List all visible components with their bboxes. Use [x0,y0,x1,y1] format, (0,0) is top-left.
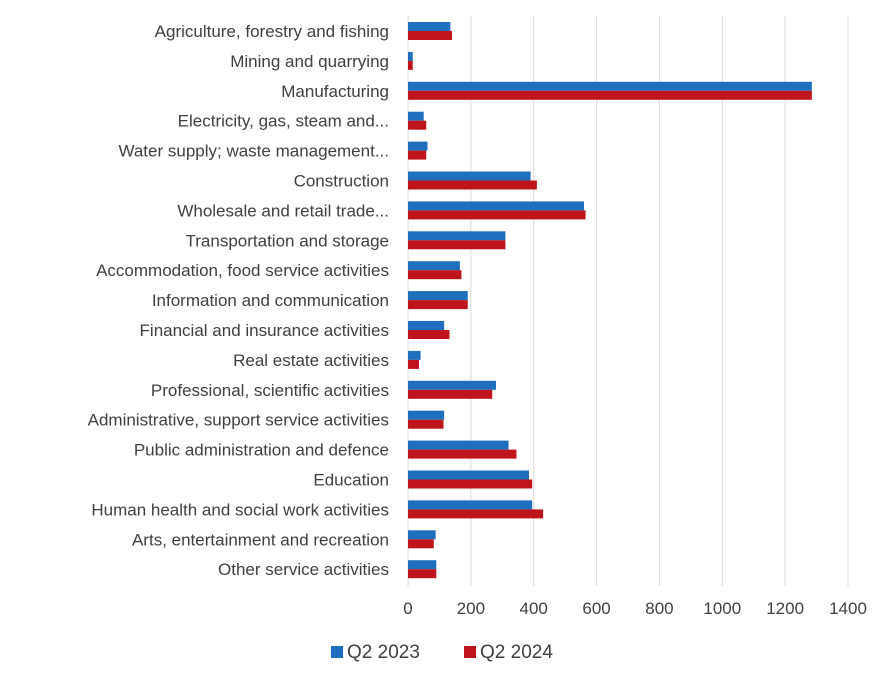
bar-q2-2024 [408,150,427,160]
bar-q2-2023 [408,470,529,480]
bar-q2-2024 [408,270,462,280]
x-axis-ticks: 0 200 400 600 800 1000 1200 1400 [403,599,867,618]
category-label: Administrative, support service activiti… [88,411,389,430]
x-tick-label: 600 [582,599,610,618]
bar-q2-2023 [408,111,424,121]
gridlines [407,16,849,586]
x-tick-label: 400 [520,599,548,618]
category-label: Information and communication [152,291,389,310]
bar-q2-2024 [408,539,434,549]
x-tick-label: 1200 [766,599,804,618]
bar-q2-2024 [408,180,537,190]
bar-q2-2023 [408,380,496,390]
bar-q2-2024 [408,120,427,130]
category-label: Wholesale and retail trade... [177,201,389,220]
legend-swatch [464,646,476,658]
legend: Q2 2023 Q2 2024 [331,642,553,663]
x-tick-label: 200 [457,599,485,618]
x-tick-label: 1000 [703,599,741,618]
bar-q2-2023 [408,171,531,181]
bar-q2-2024 [408,330,450,339]
bar-q2-2024 [408,90,812,100]
bar-q2-2023 [408,261,460,271]
bar-q2-2024 [408,419,444,429]
bar-q2-2023 [408,291,468,301]
bar-q2-2023 [408,201,584,211]
bar-q2-2024 [408,60,413,70]
category-label: Financial and insurance activities [140,321,389,340]
bar-q2-2023 [408,231,506,241]
bars [408,22,812,579]
bar-q2-2023 [408,321,445,330]
category-label: Construction [294,172,389,191]
category-label: Real estate activities [233,351,389,370]
bar-q2-2024 [408,210,586,220]
bar-q2-2023 [408,81,812,91]
category-label: Water supply; waste management... [118,142,389,161]
bar-q2-2024 [408,240,506,250]
bar-q2-2024 [408,31,452,40]
x-tick-label: 800 [645,599,673,618]
category-label: Education [313,471,389,490]
bar-q2-2024 [408,569,437,579]
category-label: Agriculture, forestry and fishing [155,22,389,41]
bar-q2-2023 [408,350,421,360]
bar-q2-2023 [408,560,437,570]
x-tick-label: 1400 [829,599,867,618]
category-label: Manufacturing [281,82,389,101]
bar-q2-2024 [408,359,419,369]
bar-q2-2024 [408,509,544,519]
category-label: Human health and social work activities [91,500,389,519]
category-label: Public administration and defence [134,441,389,460]
bar-q2-2024 [408,479,533,489]
category-label: Other service activities [218,560,389,579]
legend-swatch [331,646,343,658]
legend-label: Q2 2023 [347,642,420,663]
category-label: Arts, entertainment and recreation [132,530,389,549]
bar-q2-2023 [408,22,451,31]
bar-q2-2023 [408,141,428,151]
bar-q2-2024 [408,449,517,459]
legend-label: Q2 2024 [480,642,553,663]
x-tick-label: 0 [403,599,412,618]
bar-q2-2023 [408,51,413,61]
bar-q2-2023 [408,410,445,420]
bar-q2-2023 [408,530,436,540]
category-label: Mining and quarrying [230,52,389,71]
bar-q2-2023 [408,500,533,510]
category-label: Accommodation, food service activities [96,261,389,280]
category-label: Professional, scientific activities [151,381,389,400]
bar-q2-2024 [408,300,468,310]
category-labels: Agriculture, forestry and fishing Mining … [88,22,389,579]
category-label: Transportation and storage [186,231,390,250]
bar-q2-2024 [408,389,493,399]
bar-q2-2023 [408,440,509,450]
category-label: Electricity, gas, steam and... [178,112,389,131]
